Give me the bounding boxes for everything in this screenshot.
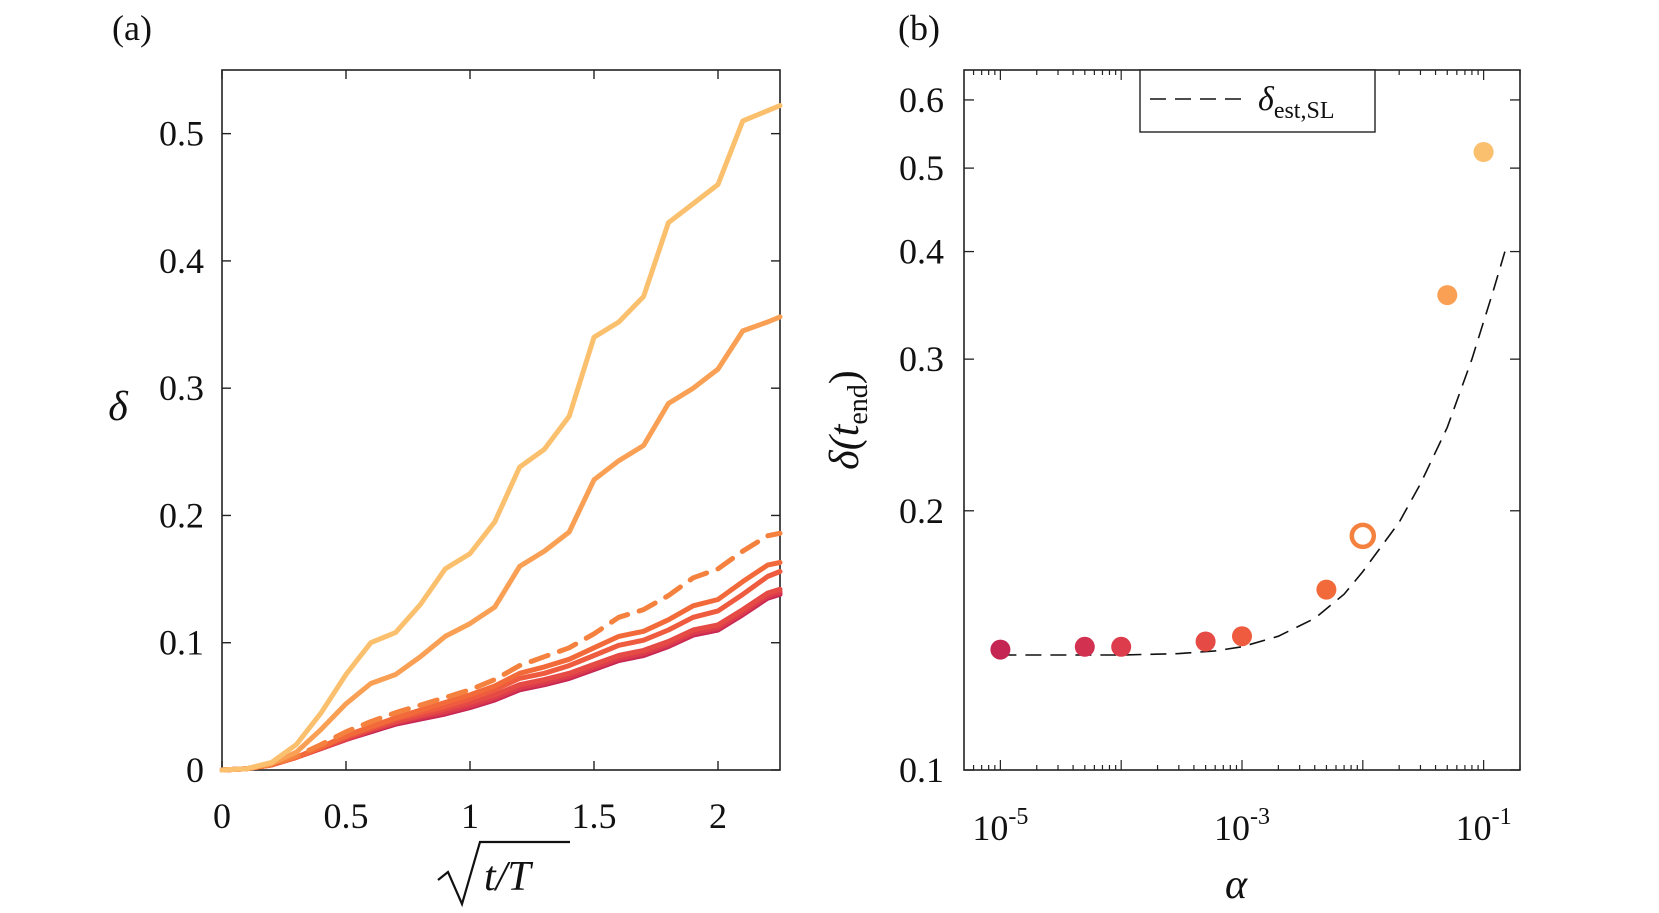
y-tick-label: 0.6 bbox=[899, 80, 944, 120]
y-tick-label: 0.5 bbox=[899, 148, 944, 188]
panel-b-ticks: 10-5 10-3 10-1 0.1 0.2 0.3 0.4 0.5 0.6 bbox=[899, 70, 1521, 848]
panel-b-xlabel: α bbox=[1225, 862, 1248, 908]
panel-b-ylabel: δ(tend) bbox=[822, 370, 874, 470]
panel-a-xlabel: t/T bbox=[437, 840, 570, 908]
svg-text:δ(tend): δ(tend) bbox=[822, 370, 874, 470]
y-tick-label: 0.5 bbox=[159, 114, 204, 154]
x-tick-label: 10-3 bbox=[1214, 804, 1270, 848]
series-line bbox=[219, 314, 783, 773]
data-point bbox=[990, 639, 1011, 660]
data-point bbox=[1111, 636, 1132, 657]
panel-b-label: (b) bbox=[898, 8, 940, 48]
panel-b-axes-box bbox=[963, 69, 1521, 771]
x-tick-label: 0.5 bbox=[324, 796, 369, 836]
data-point bbox=[1437, 285, 1458, 306]
data-point bbox=[1232, 626, 1252, 647]
radical-sign-icon bbox=[437, 840, 570, 908]
legend-box bbox=[1139, 69, 1376, 133]
panel-b: (b) 10-5 10-3 10-1 0.1 0.2 0.3 0.4 0.5 0.6 δest,… bbox=[822, 8, 1521, 908]
panel-b-points bbox=[990, 142, 1494, 660]
y-tick-label: 0.4 bbox=[159, 241, 204, 281]
y-tick-label: 0 bbox=[186, 750, 204, 790]
panel-a-series bbox=[219, 103, 783, 773]
data-point bbox=[1316, 579, 1337, 600]
panel-a-axes-box bbox=[221, 69, 781, 771]
y-tick-label: 0.4 bbox=[899, 232, 944, 272]
series-line bbox=[219, 103, 783, 773]
series-line bbox=[219, 530, 783, 773]
panel-a-xlabel-text: t/T bbox=[484, 854, 533, 900]
data-point bbox=[1074, 636, 1095, 657]
x-tick-label: 0 bbox=[213, 796, 231, 836]
y-tick-label: 0.3 bbox=[159, 368, 204, 408]
y-tick-label: 0.2 bbox=[899, 491, 944, 531]
estimate-curve-line bbox=[1000, 251, 1506, 656]
data-point bbox=[1349, 522, 1377, 550]
y-tick-label: 0.3 bbox=[899, 339, 944, 379]
panel-a: (a) 0 0.5 1 1.5 2 0 0.1 0.2 0.3 0.4 0.5 δ t/T bbox=[108, 8, 783, 908]
data-point bbox=[1473, 142, 1494, 162]
data-point bbox=[1195, 631, 1216, 652]
panel-a-label: (a) bbox=[112, 8, 152, 48]
y-tick-label: 0.1 bbox=[899, 750, 944, 790]
x-tick-label: 10-5 bbox=[972, 804, 1028, 848]
panel-a-ylabel: δ bbox=[108, 384, 129, 430]
x-tick-label: 1.5 bbox=[572, 796, 617, 836]
y-tick-label: 0.1 bbox=[159, 623, 204, 663]
x-tick-label: 10-1 bbox=[1456, 804, 1512, 848]
x-tick-label: 2 bbox=[709, 796, 727, 836]
x-tick-label: 1 bbox=[461, 796, 479, 836]
panel-a-ticks: 0 0.5 1 1.5 2 0 0.1 0.2 0.3 0.4 0.5 bbox=[159, 70, 780, 836]
panel-b-estimate-curve bbox=[1000, 251, 1506, 656]
panel-b-legend: δest,SL bbox=[1139, 69, 1376, 133]
legend-label: δest,SL bbox=[1258, 81, 1334, 124]
y-tick-label: 0.2 bbox=[159, 495, 204, 535]
